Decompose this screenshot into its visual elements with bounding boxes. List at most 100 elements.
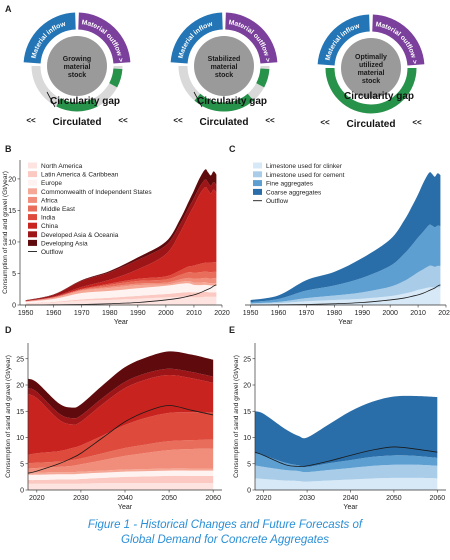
y-axis-label: Consumption of sand and gravel (Gt/year) (2, 171, 9, 294)
x-tick-label: 2000 (382, 310, 398, 317)
x-tick-label: 1950 (18, 310, 34, 317)
x-tick-label: 1970 (299, 310, 315, 317)
chart-panel-c: C 1950 1960 1970 1980 1990 2000 2010 2020 Year Lim… (229, 144, 450, 326)
legend-swatch (28, 239, 37, 246)
panel-a-letter: A (5, 4, 12, 14)
y-tick-label: 10 (16, 435, 24, 442)
circulated-label: Circulated (347, 119, 396, 130)
legend-swatch (28, 162, 37, 169)
area-series-north-america (28, 483, 214, 490)
x-tick-label: 1980 (327, 310, 343, 317)
material-stock-disc (341, 38, 401, 98)
circulated-arrows-left: << (320, 118, 330, 127)
area-series-middle-east (28, 439, 214, 469)
legend-swatch (28, 214, 37, 221)
area-series-developed-asia-oceania (28, 368, 214, 425)
circulated-ring (325, 67, 417, 114)
material-outflow-band (224, 12, 278, 64)
legend-swatch (28, 188, 37, 195)
area-series-fine-aggregates (250, 224, 441, 304)
material-stock-label: stock (68, 72, 86, 79)
x-tick-label: 2020 (29, 495, 45, 502)
circulated-label: Circulated (200, 117, 249, 128)
x-tick-label: 2050 (386, 495, 402, 502)
legend-label: Europe (41, 180, 62, 187)
x-tick-label: 2020 (256, 495, 272, 502)
circulated-arrows-right: << (412, 118, 422, 127)
material-outflow-band (371, 14, 425, 66)
legend-label: Latin America & Caribbean (41, 172, 119, 179)
outflow-line (27, 405, 214, 474)
material-stock-label: utilized (359, 62, 383, 69)
y-tick-label: 5 (12, 271, 16, 278)
x-tick-label: 2030 (299, 495, 315, 502)
x-tick-label: 2040 (117, 495, 133, 502)
area-series-limestone-used-for-cement (255, 464, 438, 482)
panel-letter: E (229, 325, 235, 335)
area-series-europe (25, 283, 217, 304)
x-axis-label: Year (118, 504, 133, 511)
panel-letter: B (5, 144, 12, 154)
area-series-coarse-aggregates (255, 395, 438, 467)
legend-label: Limestone used for clinker (266, 163, 343, 170)
chart-panel-e: E 2020 2030 2040 2050 2060 0 5 10 15 20 25 Year Consu… (229, 325, 446, 511)
y-tick-label: 15 (16, 409, 24, 416)
legend-label: Coarse aggregates (266, 189, 322, 196)
x-tick-label: 1990 (354, 310, 370, 317)
area-series-latin-america-caribbean (25, 291, 217, 304)
x-tick-label: 1950 (243, 310, 259, 317)
circularity-gap-label: Circularity gap (50, 96, 120, 107)
area-series-commonwealth-of-independent-states (25, 281, 217, 302)
area-series-africa (28, 448, 214, 473)
x-tick-label: 2040 (343, 495, 359, 502)
area-series-coarse-aggregates (250, 172, 441, 303)
legend-label: Commonwealth of Independent States (41, 189, 152, 196)
circulated-label: Circulated (53, 117, 102, 128)
material-stock-label: material (358, 70, 385, 77)
legend-swatch (253, 171, 262, 178)
x-axis-label: Year (338, 319, 353, 326)
outflow-line (254, 446, 438, 467)
material-stock-label: material (211, 64, 238, 71)
y-tick-label: 0 (12, 303, 16, 310)
panel-letter: D (5, 325, 12, 335)
material-stock-disc (47, 36, 107, 96)
circularity-diagram-1: Material inflow >>Material outflow >>Gro… (0, 0, 131, 128)
legend-swatch (28, 196, 37, 203)
panel-a-circularity-diagrams: Material inflow >>Material outflow >>Gro… (0, 0, 425, 130)
figure-caption-line-1: Figure 1 - Historical Changes and Future… (87, 519, 363, 531)
y-axis-label: Consumption of sand and gravel (Gt/year) (233, 355, 240, 478)
gap-pointer-line (46, 91, 56, 108)
legend-swatch (253, 180, 262, 187)
material-stock-label: Growing (63, 56, 91, 63)
legend-swatch (28, 222, 37, 229)
legend-label: India (41, 215, 55, 222)
material-inflow-band (317, 14, 371, 66)
x-tick-label: 1980 (102, 310, 118, 317)
gap-pointer-line (193, 91, 203, 108)
material-stock-label: material (64, 64, 91, 71)
y-tick-label: 10 (243, 435, 251, 442)
circulated-ring (194, 93, 254, 112)
y-tick-label: 0 (20, 488, 24, 495)
circularity-gap-label: Circularity gap (197, 96, 267, 107)
legend-label: Africa (41, 197, 58, 204)
legend-swatch (28, 179, 37, 186)
area-series-developing-asia (28, 351, 214, 419)
area-series-developed-asia-oceania (25, 179, 217, 301)
x-axis-label: Year (114, 319, 129, 326)
area-series-india (25, 262, 217, 302)
area-series-limestone-used-for-clinker (250, 287, 441, 305)
chart-panel-d: D 2020 2030 2040 2050 2060 0 5 10 15 20 25 Year Consu… (5, 325, 222, 511)
legend-swatch (28, 171, 37, 178)
chart-panel-b: B 1950 1960 1970 1980 1990 2000 2010 2020 0 5 10 15 2… (2, 144, 230, 326)
outflow-line (250, 284, 441, 306)
legend-label: Fine aggregates (266, 181, 314, 188)
x-tick-label: 2000 (158, 310, 174, 317)
legend-label: China (41, 223, 58, 230)
legend-swatch (253, 162, 262, 169)
area-series-limestone-used-for-cement (250, 265, 441, 305)
area-series-latin-america-caribbean (28, 475, 214, 484)
x-tick-label: 1970 (74, 310, 90, 317)
x-tick-label: 2050 (161, 495, 177, 502)
